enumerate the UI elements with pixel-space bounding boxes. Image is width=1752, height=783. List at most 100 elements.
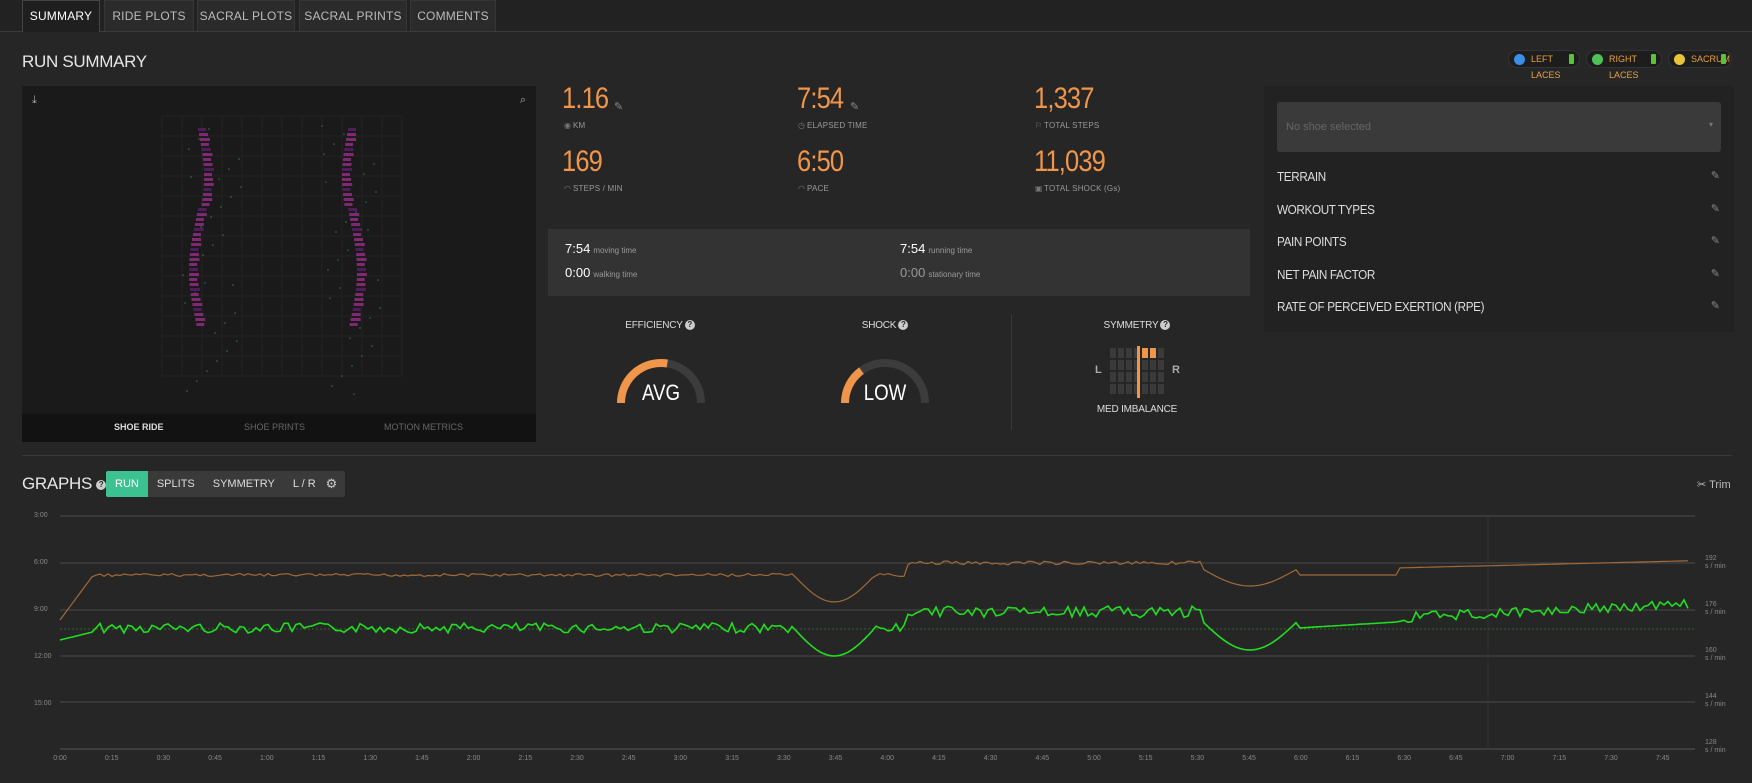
edit-rpe-pencil-icon[interactable]: ✎ <box>1710 300 1720 312</box>
edit-net-pain-pencil-icon[interactable]: ✎ <box>1710 268 1720 280</box>
pace-value: 6:50 <box>797 145 844 178</box>
ride-dot <box>353 393 355 395</box>
ride-trace-mark <box>201 203 210 206</box>
workout-types-item[interactable]: WORKOUT TYPES <box>1277 202 1375 217</box>
ride-trace-mark <box>347 133 357 136</box>
tab-ride-plots[interactable]: RIDE PLOTS <box>104 0 194 31</box>
x-axis-label: 4:15 <box>932 755 946 762</box>
x-axis-label: 3:30 <box>776 755 791 762</box>
ride-trace-mark <box>356 258 367 261</box>
trim-button[interactable]: ✂ Trim <box>1697 479 1731 491</box>
ride-dot <box>200 226 202 228</box>
x-axis-label: 4:45 <box>1035 755 1050 762</box>
help-icon[interactable]: ? <box>96 479 106 490</box>
sensor-dot-icon <box>1592 54 1603 65</box>
pain-points-item[interactable]: PAIN POINTS <box>1277 234 1347 249</box>
run-summary-title: RUN SUMMARY <box>22 52 147 71</box>
shoe-select[interactable]: No shoe selected ▾ <box>1277 102 1721 152</box>
ride-dot <box>234 312 236 314</box>
tab-sacral-plots[interactable]: SACRAL PLOTS <box>197 0 295 31</box>
rpe-item[interactable]: RATE OF PERCEIVED EXERTION (RPE) <box>1277 299 1485 314</box>
clock-icon: ◷ <box>798 121 806 130</box>
ride-dot <box>204 282 206 284</box>
run-graph <box>59 515 1695 750</box>
net-pain-factor-item[interactable]: NET PAIN FACTOR <box>1277 267 1375 282</box>
sensor-right-laces[interactable]: RIGHT LACES <box>1586 50 1662 80</box>
sensor-sacrum[interactable]: SACRUM <box>1668 50 1732 68</box>
ride-trace-mark <box>349 323 358 326</box>
ride-dot <box>331 385 333 387</box>
ride-dot <box>224 322 226 324</box>
ride-dot <box>214 332 216 334</box>
ride-trace-mark <box>355 293 364 296</box>
ride-dot <box>210 216 212 218</box>
ride-trace-mark <box>193 228 204 231</box>
tab-comments[interactable]: COMMENTS <box>410 0 496 31</box>
terrain-item[interactable]: TERRAIN <box>1277 169 1326 184</box>
symmetry-cell <box>1150 384 1156 394</box>
ride-dot <box>361 355 363 357</box>
help-icon[interactable]: ? <box>1160 320 1171 331</box>
edit-pain-points-pencil-icon[interactable]: ✎ <box>1710 235 1720 247</box>
y-axis-left-label: 3:00 <box>34 512 48 519</box>
ride-trace-mark <box>343 198 354 201</box>
elapsed-label: ◷ ELAPSED TIME <box>798 121 868 130</box>
chevron-down-icon: ▾ <box>1708 120 1713 129</box>
ride-trace-mark <box>200 143 209 146</box>
x-axis-label: 3:15 <box>725 755 739 762</box>
ride-dot <box>375 191 377 193</box>
ride-trace-mark <box>354 243 365 246</box>
symmetry-meter <box>1110 346 1164 398</box>
x-axis-label: 6:00 <box>1293 755 1308 762</box>
shoe-select-placeholder: No shoe selected <box>1286 121 1371 133</box>
y-axis-right-label: 176 s / min <box>1705 601 1726 616</box>
x-axis-label: 2:00 <box>466 755 481 762</box>
download-icon[interactable]: ⤓ <box>32 94 37 106</box>
edit-elapsed-pencil-icon[interactable]: ✎ <box>850 101 860 113</box>
ride-dot <box>240 186 242 188</box>
ride-trace-mark <box>342 188 351 191</box>
location-icon: ◉ <box>564 121 572 130</box>
tab-sacral-prints[interactable]: SACRAL PRINTS <box>299 0 407 31</box>
elapsed-value: 7:54 <box>797 82 844 115</box>
edit-distance-pencil-icon[interactable]: ✎ <box>614 101 624 113</box>
ride-trace-mark <box>202 198 213 201</box>
symmetry-cell <box>1158 348 1164 358</box>
ride-trace-mark <box>344 148 354 151</box>
tab-motion-metrics[interactable]: MOTION METRICS <box>384 422 463 432</box>
edit-terrain-pencil-icon[interactable]: ✎ <box>1710 170 1720 182</box>
help-icon[interactable]: ? <box>898 320 909 331</box>
symmetry-cell <box>1158 372 1164 382</box>
symmetry-cell <box>1150 348 1156 358</box>
graph-run-button[interactable]: RUN <box>106 471 148 497</box>
graph-symmetry-button[interactable]: SYMMETRY <box>212 478 275 490</box>
ride-trace-mark <box>343 153 354 156</box>
x-axis-label: 7:00 <box>1500 755 1515 762</box>
tab-summary[interactable]: SUMMARY <box>22 0 100 32</box>
ride-dot <box>327 269 329 271</box>
tab-shoe-prints[interactable]: SHOE PRINTS <box>244 422 306 432</box>
sensor-left-laces[interactable]: LEFT LACES <box>1508 50 1580 80</box>
graph-lr-button[interactable]: L / R <box>292 478 316 490</box>
tab-shoe-ride[interactable]: SHOE RIDE <box>114 422 164 432</box>
graph-splits-button[interactable]: SPLITS <box>156 478 195 490</box>
x-axis-label: 0:45 <box>208 755 222 762</box>
ride-dot <box>379 307 381 309</box>
ride-trace-mark <box>356 278 365 281</box>
efficiency-gauge <box>617 359 705 404</box>
symmetry-cell <box>1126 348 1132 358</box>
ride-trace-mark <box>355 248 364 251</box>
ride-dot <box>182 274 184 276</box>
ride-trace-mark <box>194 223 204 226</box>
ride-dot <box>377 279 379 281</box>
help-icon[interactable]: ? <box>684 320 695 331</box>
ride-dot <box>190 176 192 178</box>
efficiency-value: AVG <box>641 380 681 405</box>
ride-trace-mark <box>198 128 206 131</box>
ride-trace-mark <box>348 208 358 211</box>
zoom-icon[interactable]: ⌕ <box>519 94 526 106</box>
sensor-label: RIGHT LACES <box>1609 54 1639 80</box>
ride-trace-mark <box>198 133 208 136</box>
edit-workout-pencil-icon[interactable]: ✎ <box>1710 203 1720 215</box>
gear-icon[interactable]: ⚙ <box>318 471 345 497</box>
